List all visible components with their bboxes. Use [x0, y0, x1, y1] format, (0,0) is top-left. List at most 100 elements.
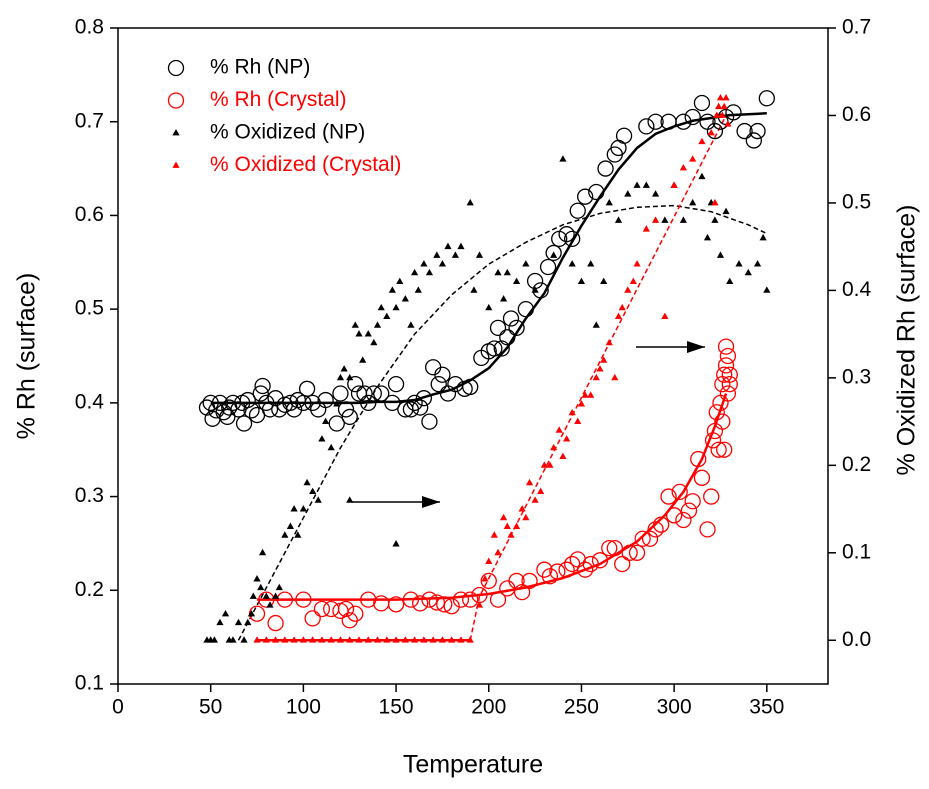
y2-tick-label: 0.5: [842, 190, 871, 213]
point: [735, 260, 743, 267]
point: [303, 478, 311, 486]
x-tick-label: 350: [749, 696, 784, 719]
point: [411, 268, 419, 276]
point: [591, 552, 609, 569]
point: [365, 385, 382, 402]
point: [244, 618, 252, 626]
point: [704, 432, 722, 449]
point: [718, 111, 726, 118]
point: [489, 591, 507, 608]
point: [434, 366, 451, 383]
point: [337, 401, 355, 418]
point: [540, 461, 548, 468]
point: [689, 198, 697, 206]
point: [351, 321, 359, 328]
point: [261, 401, 279, 418]
point: [605, 338, 613, 346]
point: [618, 303, 626, 311]
point: [725, 104, 742, 121]
point: [247, 610, 256, 617]
point: [642, 225, 650, 232]
point: [383, 636, 391, 643]
point: [210, 636, 218, 643]
point: [703, 488, 720, 505]
point: [512, 277, 521, 285]
point: [536, 561, 553, 578]
y2-tick-label: 0.2: [842, 453, 871, 476]
point: [559, 155, 567, 162]
point: [745, 132, 762, 149]
point: [481, 575, 489, 582]
point: [448, 636, 456, 643]
point: [568, 408, 576, 416]
point: [490, 531, 498, 538]
point: [690, 450, 707, 468]
point: [503, 522, 511, 529]
point: [722, 93, 730, 101]
y2-axis-label: % Oxidized Rh (surface): [893, 205, 921, 476]
point: [384, 394, 401, 412]
point: [466, 636, 474, 643]
y-tick-label: 0.6: [75, 203, 104, 226]
point: [563, 435, 571, 442]
point: [452, 591, 470, 608]
point: [512, 522, 521, 529]
legend-marker: [172, 161, 180, 168]
point: [221, 610, 230, 617]
point: [258, 548, 267, 556]
point: [304, 610, 321, 627]
point: [392, 636, 400, 643]
point: [401, 295, 409, 302]
point: [719, 385, 737, 402]
point: [355, 330, 363, 337]
point: [518, 505, 526, 512]
point: [249, 592, 257, 599]
point: [271, 636, 280, 643]
point: [717, 357, 735, 374]
fit-line: [257, 393, 728, 601]
point: [281, 531, 289, 538]
point: [457, 242, 465, 250]
x-tick-label: 100: [286, 696, 321, 719]
point: [412, 595, 429, 612]
point: [443, 598, 460, 615]
point: [298, 380, 316, 397]
point: [243, 402, 260, 419]
point: [711, 216, 719, 223]
legend-label: % Oxidized (NP): [210, 121, 365, 144]
point: [531, 496, 539, 503]
point: [661, 216, 669, 223]
point: [749, 122, 766, 140]
point: [614, 555, 631, 573]
point: [577, 188, 594, 205]
point: [588, 183, 605, 201]
point: [642, 181, 650, 188]
point: [485, 303, 493, 311]
point: [633, 181, 641, 188]
point: [267, 390, 284, 407]
point: [406, 394, 423, 412]
point: [759, 233, 767, 241]
plot-frame: [117, 27, 829, 685]
point: [341, 408, 358, 426]
point: [633, 260, 641, 267]
point: [614, 216, 623, 223]
point: [489, 319, 507, 337]
point: [281, 636, 289, 643]
point: [317, 391, 334, 409]
point: [346, 373, 354, 381]
point: [258, 591, 275, 608]
legend-label: % Rh (Crystal): [210, 88, 347, 111]
point: [600, 356, 608, 363]
point: [444, 242, 452, 250]
point: [577, 400, 586, 407]
point: [439, 385, 457, 402]
point: [219, 408, 236, 426]
point: [537, 487, 545, 494]
point: [275, 583, 283, 591]
point: [309, 487, 317, 494]
x-tick-label: 200: [471, 696, 506, 719]
point: [539, 258, 557, 276]
point: [558, 226, 575, 243]
point: [290, 636, 298, 643]
